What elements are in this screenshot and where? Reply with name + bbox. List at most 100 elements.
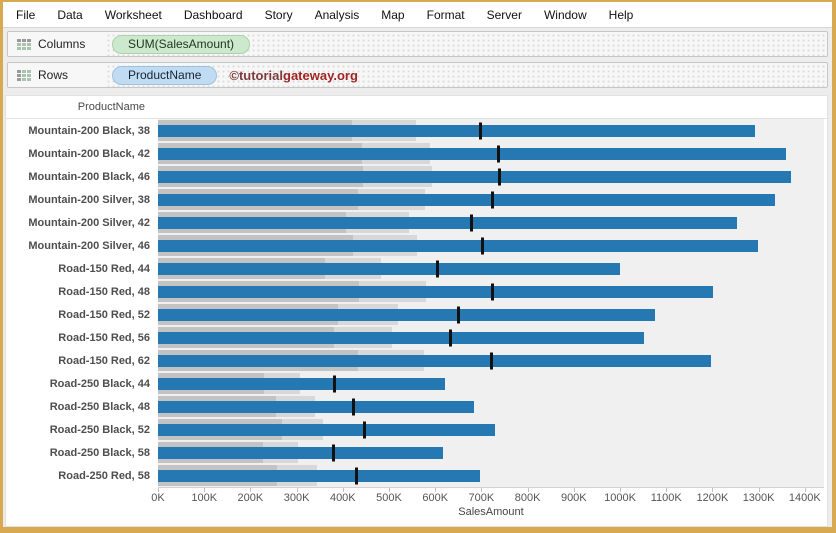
reference-line[interactable] [333, 375, 337, 392]
columns-shelf-text: Columns [38, 37, 86, 51]
worksheet: ProductName Mountain-200 Black, 38 Mounta… [5, 95, 828, 527]
reference-line[interactable] [456, 306, 460, 323]
menu-item-analysis[interactable]: Analysis [314, 7, 360, 22]
sales-bar[interactable] [158, 377, 446, 390]
reference-line[interactable] [435, 260, 439, 277]
sales-bar[interactable] [158, 239, 759, 252]
sales-bar[interactable] [158, 400, 475, 413]
product-name-pill[interactable]: ProductName [112, 65, 218, 85]
sales-bar[interactable] [158, 193, 776, 206]
rows-shelf-label: Rows [8, 63, 105, 87]
axis-tick [342, 488, 344, 492]
reference-line[interactable] [331, 444, 335, 461]
watermark-part2: gateway.org [283, 67, 358, 83]
watermark-part1: ©tutorial [229, 67, 284, 83]
chart-header: ProductName [6, 96, 827, 118]
axis-tick-label: 100K [191, 492, 218, 504]
sales-amount-pill[interactable]: SUM(SalesAmount) [112, 34, 251, 54]
menu-item-help[interactable]: Help [608, 7, 634, 22]
sales-bar[interactable] [158, 423, 495, 436]
bullet-row [158, 142, 824, 165]
sales-bar[interactable] [158, 216, 737, 229]
sales-bar[interactable] [158, 285, 713, 298]
row-label[interactable]: Mountain-200 Black, 46 [28, 170, 150, 183]
menu-item-dashboard[interactable]: Dashboard [183, 7, 243, 22]
row-label[interactable]: Mountain-200 Black, 38 [28, 124, 150, 137]
row-label[interactable]: Road-250 Black, 48 [49, 400, 150, 413]
axis-tick-label: 700K [468, 492, 495, 504]
bullet-chart-plot [158, 119, 824, 487]
rows-shelf[interactable]: Rows ProductName ©tutorialgateway.org [7, 62, 828, 88]
reference-line[interactable] [489, 352, 493, 369]
columns-icon [17, 38, 31, 50]
menu-item-story[interactable]: Story [264, 7, 293, 22]
menu-item-data[interactable]: Data [57, 7, 83, 22]
row-label[interactable]: Mountain-200 Silver, 46 [28, 239, 150, 252]
axis-tick-label: 1100K [650, 492, 682, 504]
columns-shelf-label: Columns [8, 32, 105, 56]
chart-body: Mountain-200 Black, 38 Mountain-200 Black… [6, 118, 827, 487]
axis-tick-label: 600K [422, 492, 449, 504]
menu-item-map[interactable]: Map [381, 7, 405, 22]
reference-line[interactable] [469, 214, 473, 231]
sales-bar[interactable] [158, 446, 444, 459]
reference-line[interactable] [480, 237, 484, 254]
axis-tick-label: 300K [283, 492, 310, 504]
axis-tick [435, 488, 437, 492]
row-label[interactable]: Road-150 Red, 56 [58, 331, 150, 344]
bullet-row [158, 441, 824, 464]
bullet-row [158, 280, 824, 303]
row-label[interactable]: Road-150 Red, 62 [58, 354, 150, 367]
reference-line[interactable] [479, 122, 483, 139]
row-label-column: Mountain-200 Black, 38 Mountain-200 Black… [6, 119, 158, 487]
reference-line[interactable] [354, 467, 358, 484]
sales-bar[interactable] [158, 331, 644, 344]
row-label[interactable]: Road-150 Red, 48 [58, 285, 150, 298]
row-header-title: ProductName [77, 101, 145, 113]
menu-item-server[interactable]: Server [486, 7, 522, 22]
columns-shelf[interactable]: Columns SUM(SalesAmount) [7, 31, 828, 57]
sales-bar[interactable] [158, 147, 787, 160]
row-label[interactable]: Road-250 Black, 52 [49, 423, 150, 436]
row-label[interactable]: Mountain-200 Silver, 42 [28, 216, 150, 229]
menu-item-window[interactable]: Window [543, 7, 587, 22]
bullet-row [158, 395, 824, 418]
sales-bar[interactable] [158, 170, 791, 183]
x-axis-title: SalesAmount [458, 506, 524, 518]
axis-tick-label: 0K [151, 492, 165, 504]
axis-tick [804, 488, 806, 492]
axis-tick-label: 400K [329, 492, 356, 504]
menubar: File Data Worksheet Dashboard Story Analysis M… [3, 2, 832, 28]
row-label[interactable]: Road-150 Red, 44 [58, 262, 150, 275]
reference-line[interactable] [491, 283, 495, 300]
bullet-row [158, 418, 824, 441]
row-label[interactable]: Road-250 Red, 58 [58, 469, 150, 482]
reference-line[interactable] [352, 398, 356, 415]
row-label[interactable]: Road-250 Black, 58 [49, 446, 150, 459]
row-label[interactable]: Road-250 Black, 44 [49, 377, 150, 390]
reference-line[interactable] [363, 421, 366, 438]
reference-line[interactable] [498, 168, 502, 185]
axis-tick [666, 488, 668, 492]
bullet-row [158, 303, 824, 326]
axis-tick [158, 488, 159, 492]
sales-bar[interactable] [158, 262, 620, 275]
row-label[interactable]: Mountain-200 Black, 42 [28, 147, 150, 160]
axis-tick [573, 488, 575, 492]
row-label[interactable]: Road-150 Red, 52 [58, 308, 150, 321]
reference-line[interactable] [490, 191, 494, 208]
menu-item-file[interactable]: File [16, 7, 36, 22]
sales-bar[interactable] [158, 308, 656, 321]
menu-item-format[interactable]: Format [426, 7, 465, 22]
rows-drop-zone[interactable]: ProductName ©tutorialgateway.org [105, 63, 827, 87]
menu-item-worksheet[interactable]: Worksheet [104, 7, 162, 22]
reference-line[interactable] [496, 145, 500, 162]
columns-drop-zone[interactable]: SUM(SalesAmount) [105, 32, 827, 56]
sales-bar[interactable] [158, 124, 755, 137]
sales-bar[interactable] [158, 469, 480, 482]
bullet-row [158, 326, 824, 349]
reference-line[interactable] [449, 329, 453, 346]
axis-tick [758, 488, 760, 492]
row-label[interactable]: Mountain-200 Silver, 38 [28, 193, 150, 206]
sales-bar[interactable] [158, 354, 712, 367]
